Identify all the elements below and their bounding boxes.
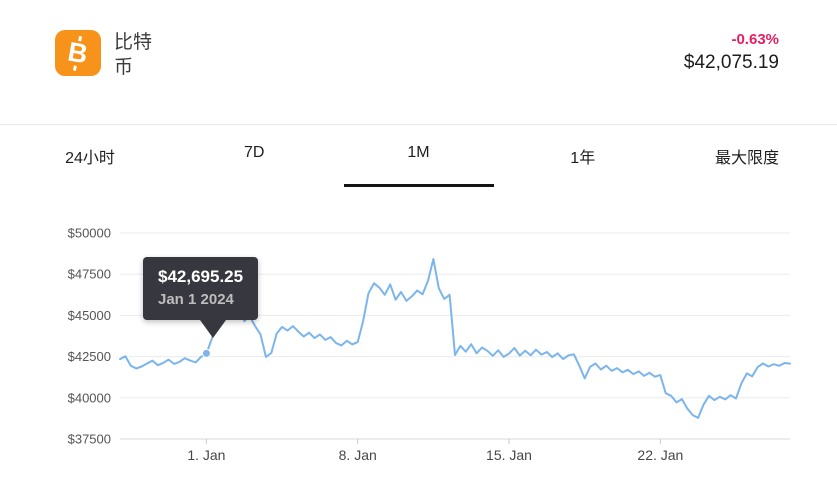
bitcoin-icon: B bbox=[55, 30, 101, 76]
price-block: -0.63% $42,075.19 bbox=[684, 30, 779, 76]
x-axis-label: 8. Jan bbox=[339, 447, 377, 463]
tab-max[interactable]: 最大限度 bbox=[714, 150, 779, 167]
price-chart[interactable]: $37500 $40000 $42500 $45000 $47500 $50000 1. J… bbox=[0, 207, 837, 479]
y-axis-label: $45000 bbox=[68, 308, 111, 323]
change-percent: -0.63% bbox=[731, 31, 779, 48]
coin-header: B 比特币 -0.63% $42,075.19 bbox=[0, 0, 837, 96]
y-axis-label: $50000 bbox=[68, 226, 111, 241]
hover-marker bbox=[201, 348, 211, 358]
tab-7d[interactable]: 7D bbox=[244, 144, 265, 161]
x-axis-label: 1. Jan bbox=[187, 447, 225, 463]
x-axis-label: 22. Jan bbox=[637, 447, 683, 463]
chart-tooltip: $42,695.25 Jan 1 2024 bbox=[143, 257, 259, 338]
tab-1m[interactable]: 1M bbox=[343, 125, 494, 187]
y-axis-label: $42500 bbox=[68, 349, 111, 364]
y-axis-label: $47500 bbox=[68, 267, 111, 282]
tooltip-price: $42,695.25 bbox=[158, 267, 244, 286]
coin-name: 比特币 bbox=[114, 32, 153, 78]
tab-1y[interactable]: 1年 bbox=[570, 150, 596, 167]
current-price: $42,075.19 bbox=[683, 52, 779, 73]
price-chart-section: $37500 $40000 $42500 $45000 $47500 $50000 1. J… bbox=[0, 207, 837, 484]
x-axis-label: 15. Jan bbox=[486, 447, 532, 463]
tooltip-date: Jan 1 2024 bbox=[158, 291, 234, 308]
timeframe-tabs: 24小时 7D 1M 1年 最大限度 bbox=[0, 124, 837, 187]
y-axis-label: $40000 bbox=[68, 390, 111, 405]
tab-24h[interactable]: 24小时 bbox=[65, 150, 115, 167]
y-axis-label: $37500 bbox=[68, 432, 111, 447]
